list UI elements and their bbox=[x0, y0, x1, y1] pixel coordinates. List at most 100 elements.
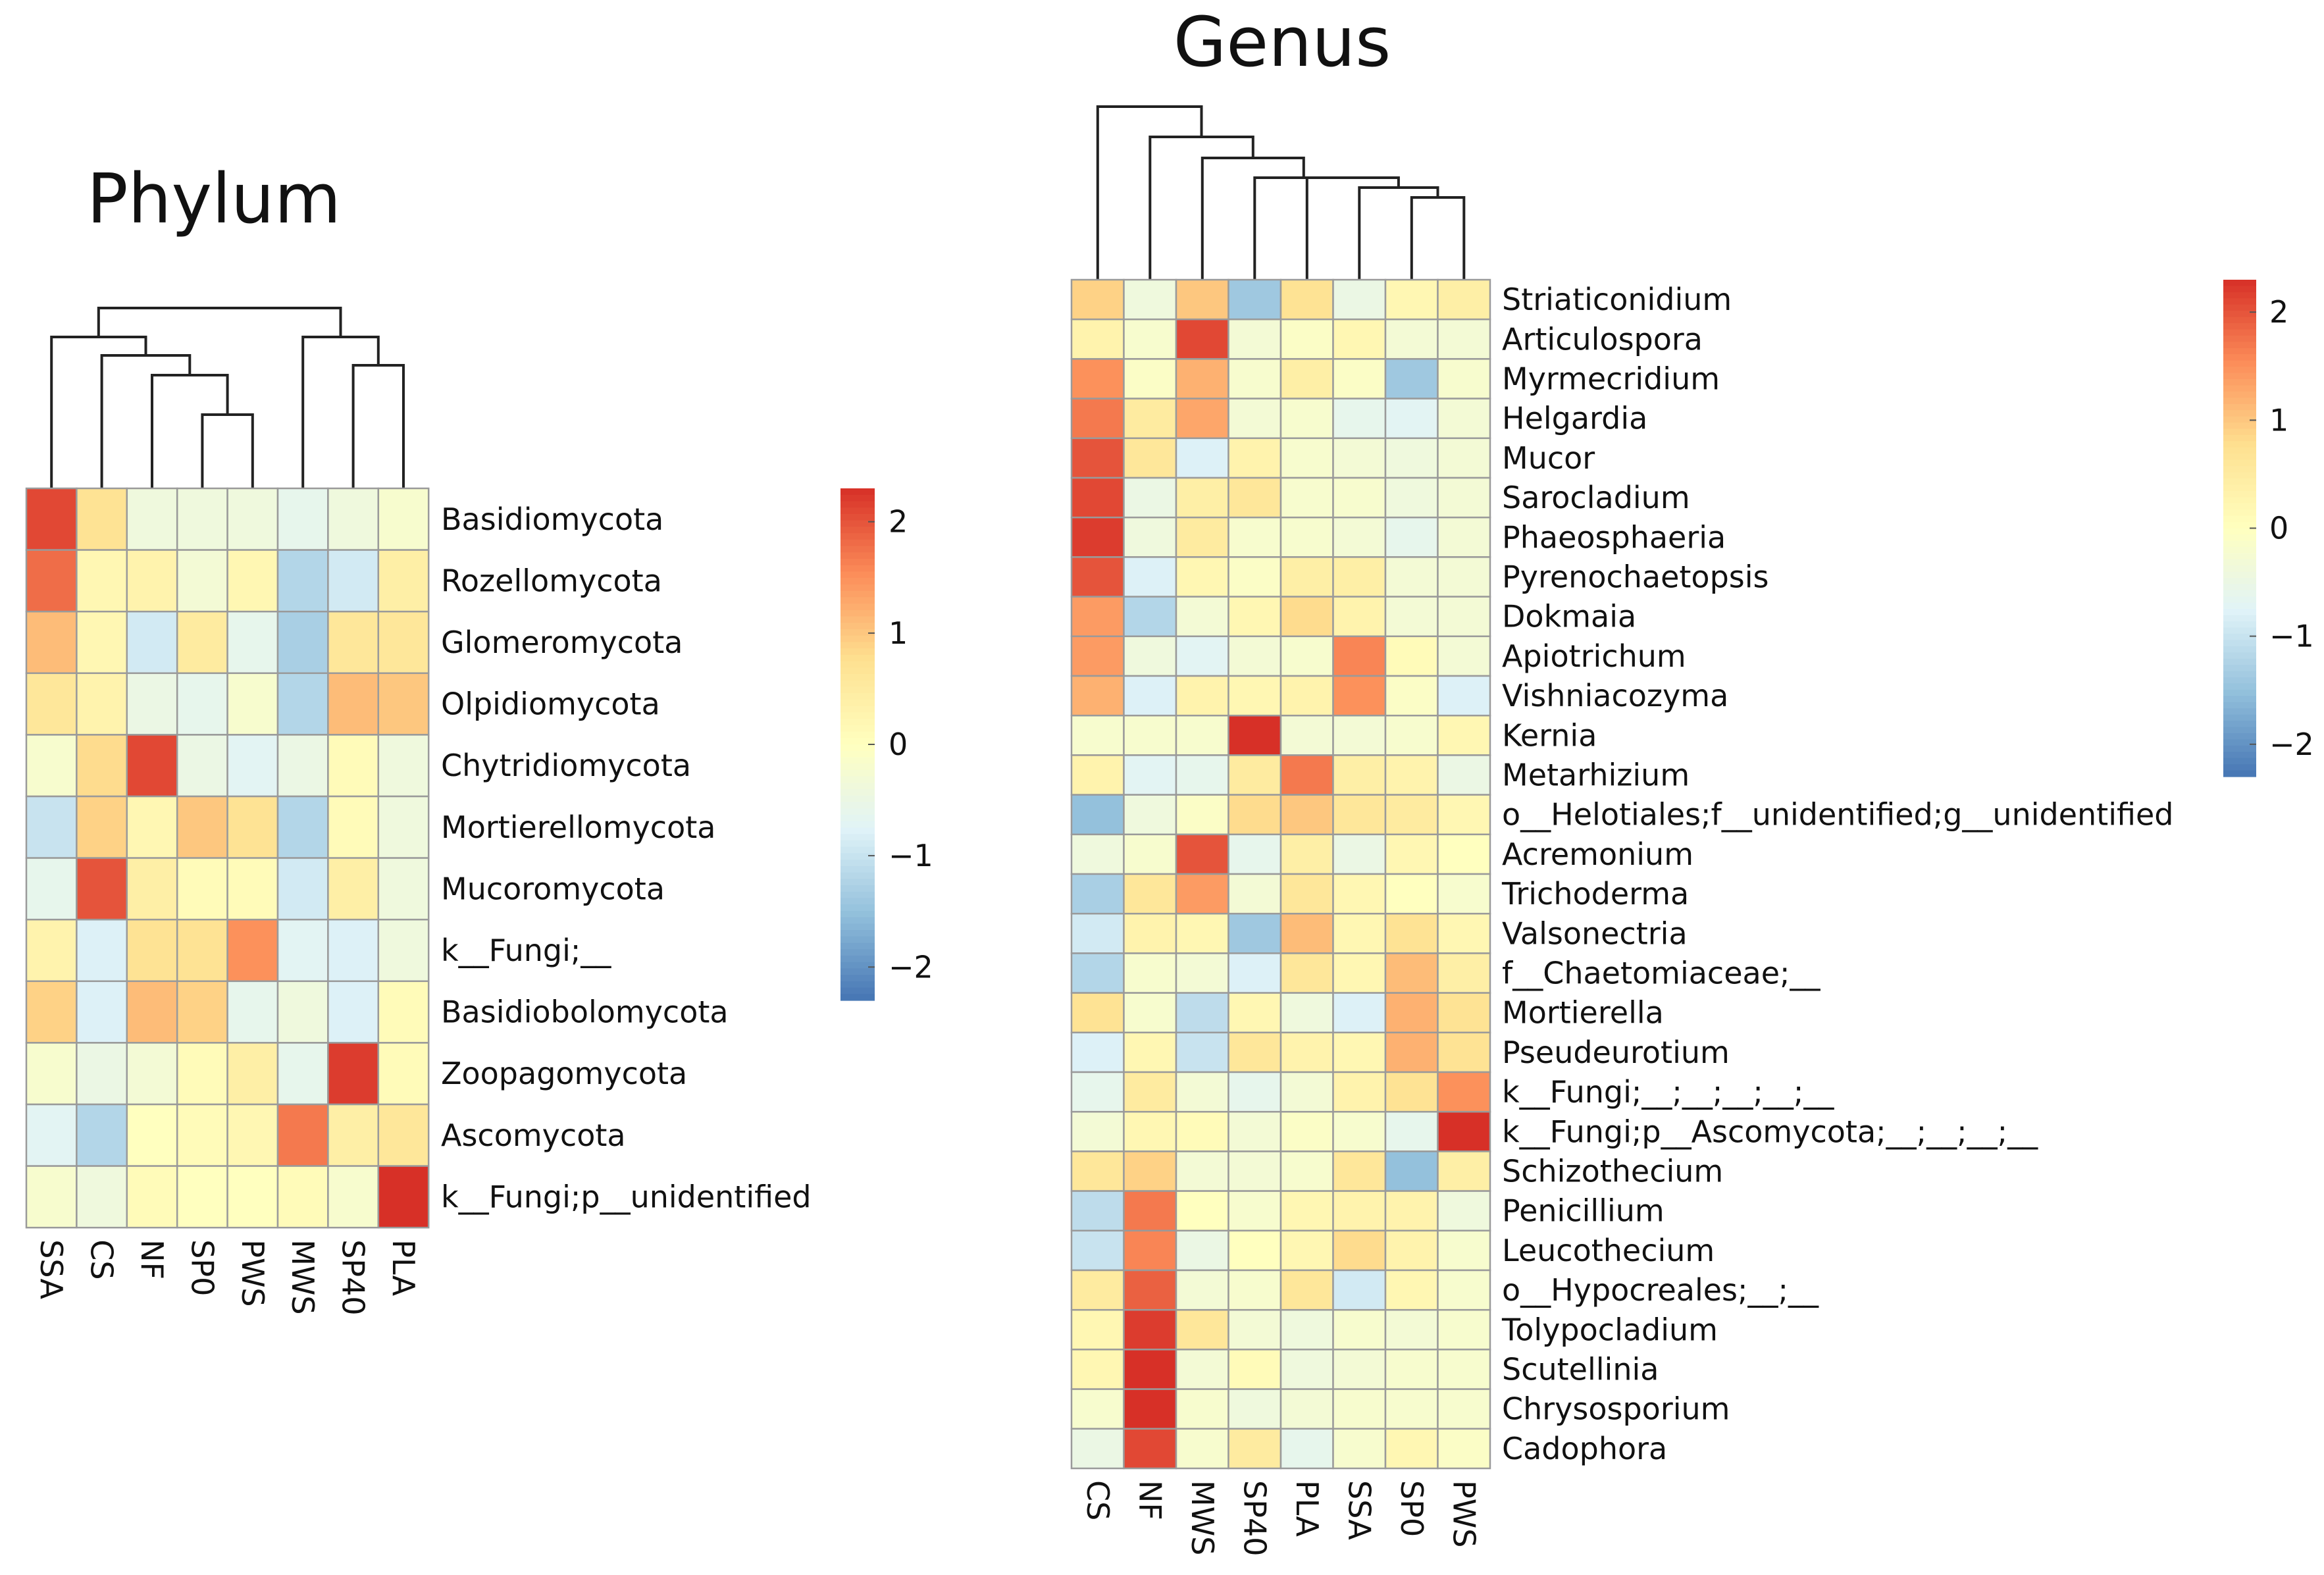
genus-cell-k-fungi-pla bbox=[1279, 1071, 1334, 1113]
genus-cell-pseudeurotium-sp0 bbox=[1384, 1031, 1439, 1073]
genus-cell-o-hypocreales-pla bbox=[1279, 1269, 1334, 1311]
genus-cell-dokmaia-nf bbox=[1123, 596, 1177, 638]
genus-cell-phaeosphaeria-sp0 bbox=[1384, 516, 1439, 558]
genus-cell-o-helotiales-f-unidentified-g-unidentified-ssa bbox=[1332, 794, 1387, 836]
phylum-colorbar-segment bbox=[840, 923, 875, 931]
genus-cell-helgardia-mws bbox=[1175, 398, 1229, 440]
phylum-column-label: NF bbox=[134, 1239, 170, 1279]
genus-cell-penicillium-ssa bbox=[1332, 1190, 1387, 1232]
genus-cell-striaticonidium-cs bbox=[1070, 278, 1125, 321]
genus-cell-k-fungi-cs bbox=[1070, 1071, 1125, 1113]
genus-colorbar-segment bbox=[2223, 286, 2256, 293]
phylum-cell-basidiomycota-sp40 bbox=[327, 487, 380, 551]
genus-row-label: Leucothecium bbox=[1502, 1233, 1715, 1268]
genus-cell-apiotrichum-pla bbox=[1279, 635, 1334, 677]
phylum-cell-k-fungi-p-unidentified-cs bbox=[76, 1165, 128, 1229]
genus-colorbar-segment bbox=[2223, 354, 2256, 361]
phylum-colorbar-segment bbox=[840, 686, 875, 694]
genus-cell-apiotrichum-sp0 bbox=[1384, 635, 1439, 677]
phylum-cell-ascomycota-nf bbox=[126, 1103, 178, 1167]
genus-cell-kernia-sp0 bbox=[1384, 714, 1439, 756]
genus-cell-leucothecium-cs bbox=[1070, 1229, 1125, 1272]
genus-cell-metarhizium-nf bbox=[1123, 754, 1177, 796]
phylum-colorbar-segment bbox=[840, 654, 875, 662]
phylum-cell-mucoromycota-cs bbox=[76, 857, 128, 921]
genus-cell-scutellinia-sp0 bbox=[1384, 1349, 1439, 1390]
phylum-colorbar-segment bbox=[840, 981, 875, 989]
genus-colorbar-segment bbox=[2223, 615, 2256, 622]
phylum-cell-basidiobolomycota-pla bbox=[377, 980, 430, 1044]
genus-cell-metarhizium-sp40 bbox=[1227, 754, 1282, 796]
phylum-dendrogram-branch bbox=[50, 336, 147, 488]
genus-cell-k-fungi-nf bbox=[1123, 1071, 1177, 1113]
phylum-colorbar-segment bbox=[840, 616, 875, 623]
genus-cell-schizothecium-sp40 bbox=[1227, 1150, 1282, 1192]
genus-colorbar-segment bbox=[2223, 714, 2256, 721]
phylum-colorbar-segment bbox=[840, 827, 875, 835]
phylum-colorbar-segment bbox=[840, 674, 875, 681]
genus-cell-tolypocladium-cs bbox=[1070, 1308, 1125, 1351]
genus-colorbar-segment bbox=[2223, 528, 2256, 535]
phylum-colorbar-segment bbox=[840, 930, 875, 937]
phylum-colorbar-segment bbox=[840, 783, 875, 790]
genus-cell-striaticonidium-pla bbox=[1279, 278, 1334, 321]
genus-cell-leucothecium-sp40 bbox=[1227, 1229, 1282, 1272]
genus-cell-scutellinia-mws bbox=[1175, 1349, 1229, 1390]
genus-colorbar-segment bbox=[2223, 671, 2256, 678]
genus-cell-kernia-pla bbox=[1279, 714, 1334, 756]
genus-colorbar-segment bbox=[2223, 553, 2256, 560]
phylum-colorbar-segment bbox=[840, 584, 875, 592]
genus-cell-k-fungi-p-ascomycota-ssa bbox=[1332, 1110, 1387, 1152]
genus-cell-leucothecium-mws bbox=[1175, 1229, 1229, 1272]
phylum-cell-basidiobolomycota-mws bbox=[276, 980, 329, 1044]
genus-colorbar-segment bbox=[2223, 633, 2256, 640]
genus-column-label: CS bbox=[1080, 1480, 1116, 1520]
phylum-cell-mortierellomycota-ssa bbox=[25, 795, 78, 859]
genus-row-label: Cadophora bbox=[1502, 1431, 1667, 1466]
genus-colorbar-segment bbox=[2223, 609, 2256, 616]
genus-cell-valsonectria-mws bbox=[1175, 912, 1229, 954]
phylum-row-labels: Basidiomycota Rozellomycota Glomeromycota O… bbox=[441, 502, 812, 1215]
genus-colorbar-segment bbox=[2223, 602, 2256, 609]
phylum-cell-mortierellomycota-pws bbox=[226, 795, 279, 859]
genus-colorbar-segment bbox=[2223, 677, 2256, 684]
genus-colorbar-segment bbox=[2223, 758, 2256, 765]
phylum-cell-k-fungi-ssa bbox=[25, 918, 78, 983]
genus-colorbar-segment bbox=[2223, 565, 2256, 573]
genus-cell-penicillium-sp0 bbox=[1384, 1190, 1439, 1232]
phylum-cell-zoopagomycota-pla bbox=[377, 1042, 430, 1106]
genus-cell-cadophora-sp0 bbox=[1384, 1428, 1439, 1470]
genus-cell-mortierella-sp0 bbox=[1384, 992, 1439, 1034]
phylum-cell-chytridiomycota-sp40 bbox=[327, 734, 380, 798]
genus-cell-valsonectria-ssa bbox=[1332, 912, 1387, 954]
genus-colorbar-segment bbox=[2223, 490, 2256, 498]
phylum-cell-chytridiomycota-nf bbox=[126, 734, 178, 798]
phylum-colorbar-segment bbox=[840, 763, 875, 771]
genus-cell-striaticonidium-mws bbox=[1175, 278, 1229, 321]
genus-colorbar-segment bbox=[2223, 646, 2256, 653]
genus-colorbar-segment bbox=[2223, 403, 2256, 411]
phylum-cell-mucoromycota-sp40 bbox=[327, 857, 380, 921]
genus-cell-f-chaetomiaceae-sp0 bbox=[1384, 952, 1439, 994]
phylum-colorbar-segment bbox=[840, 501, 875, 508]
phylum-column-label: PWS bbox=[235, 1239, 271, 1306]
genus-row-label: Chrysosporium bbox=[1502, 1391, 1730, 1427]
genus-row-labels: Striaticonidium Articulospora Myrmecridium… bbox=[1501, 282, 2173, 1466]
genus-colorbar-segment bbox=[2223, 596, 2256, 604]
genus-cell-mortierella-mws bbox=[1175, 992, 1229, 1034]
genus-cell-trichoderma-pla bbox=[1279, 873, 1334, 915]
phylum-cell-basidiomycota-pws bbox=[226, 487, 279, 551]
phylum-dendrogram-branch bbox=[97, 307, 342, 337]
genus-cell-pyrenochaetopsis-sp0 bbox=[1384, 556, 1439, 598]
phylum-cell-zoopagomycota-nf bbox=[126, 1042, 178, 1106]
genus-cell-striaticonidium-nf bbox=[1123, 278, 1177, 321]
genus-colorbar-segment bbox=[2223, 342, 2256, 349]
genus-cell-f-chaetomiaceae-pws bbox=[1437, 952, 1491, 994]
genus-colorbar-segment bbox=[2223, 311, 2256, 318]
genus-cell-trichoderma-pws bbox=[1437, 873, 1491, 915]
genus-dendrogram-branch bbox=[1096, 105, 1203, 280]
genus-cell-vishniacozyma-mws bbox=[1175, 675, 1229, 717]
genus-cell-f-chaetomiaceae-mws bbox=[1175, 952, 1229, 994]
genus-colorbar-segment bbox=[2223, 621, 2256, 629]
phylum-cell-basidiobolomycota-sp0 bbox=[176, 980, 228, 1044]
